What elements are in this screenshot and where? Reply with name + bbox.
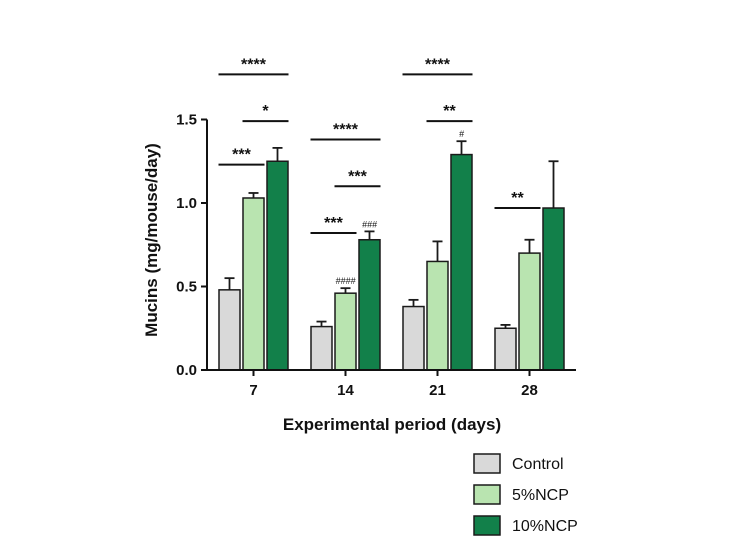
error-bars-layer	[224, 140, 559, 329]
significance-label: ***	[348, 168, 367, 185]
hash-mark-label: #	[459, 129, 465, 139]
bar-control-21	[402, 305, 425, 371]
y-tick-label: 1.5	[176, 112, 197, 129]
significance-label: **	[511, 190, 524, 207]
y-axis-title: Mucins (mg/mouse/day)	[142, 143, 161, 337]
significance-label: ***	[232, 147, 251, 164]
legend-label: 5%NCP	[512, 487, 569, 504]
x-tick-label: 28	[521, 382, 538, 399]
bar-5ncp-7	[242, 197, 265, 371]
significance-label: ****	[333, 122, 359, 139]
legend-label: 10%NCP	[512, 518, 578, 535]
significance-label: ***	[324, 215, 343, 232]
legend-swatch	[473, 453, 501, 474]
y-tick-label: 1.0	[176, 195, 197, 212]
x-tick-label: 21	[429, 382, 446, 399]
bar-10ncp-28	[542, 207, 565, 371]
bar-5ncp-14	[334, 292, 357, 371]
hash-mark-label: ###	[362, 219, 378, 229]
legend-label: Control	[512, 456, 564, 473]
bar-10ncp-7	[266, 160, 289, 371]
bars-layer	[218, 153, 565, 371]
significance-label: ****	[241, 56, 267, 73]
significance-label: **	[443, 103, 456, 120]
bar-control-7	[218, 289, 241, 371]
x-tick-label: 7	[249, 382, 257, 399]
x-axis-title: Experimental period (days)	[283, 415, 501, 434]
legend-swatch	[473, 484, 501, 505]
bar-10ncp-21	[450, 153, 473, 371]
y-tick-label: 0.5	[176, 279, 197, 296]
axes-layer: 0.0 0.5 1.0 1.5 7 14 21 28	[176, 112, 576, 399]
bar-control-28	[494, 327, 517, 371]
legend-swatch	[473, 515, 501, 536]
bar-control-14	[310, 325, 333, 371]
hash-mark-label: ####	[335, 276, 356, 286]
significance-layer: **************************########	[218, 56, 541, 286]
bar-5ncp-21	[426, 260, 449, 371]
significance-label: *	[262, 103, 269, 120]
legend: Control 5%NCP 10%NCP	[473, 453, 578, 536]
x-tick-label: 14	[337, 382, 354, 399]
bar-5ncp-28	[518, 252, 541, 371]
y-tick-label: 0.0	[176, 362, 197, 379]
bar-10ncp-14	[358, 238, 381, 371]
significance-label: ****	[425, 56, 451, 73]
